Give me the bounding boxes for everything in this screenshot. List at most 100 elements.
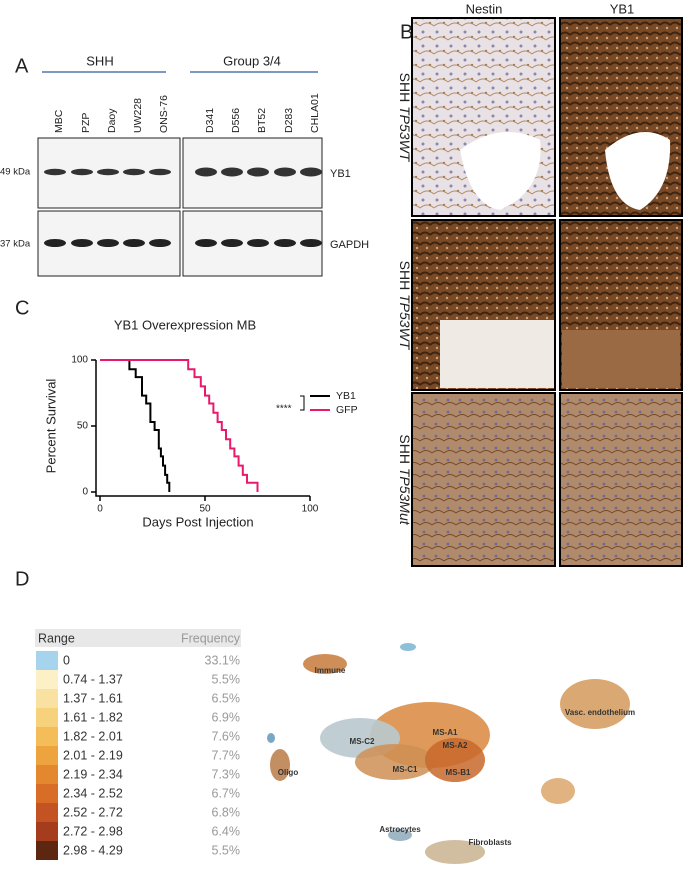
band	[274, 239, 296, 247]
y-axis-label: Percent Survival	[43, 379, 58, 474]
cluster-label: Immune	[315, 666, 346, 675]
lane-label: BT52	[256, 108, 268, 133]
legend-range: 0	[63, 653, 70, 667]
x-axis-label: Days Post Injection	[142, 514, 253, 529]
band	[123, 168, 145, 176]
legend-range: 0.74 - 1.37	[63, 672, 123, 686]
survival-curve	[100, 359, 259, 492]
ihc-image	[411, 392, 556, 567]
band	[195, 167, 217, 177]
significance: ****	[276, 404, 292, 415]
y-tick-label: 0	[82, 487, 88, 498]
panel-label: B	[400, 21, 413, 43]
legend-range: 2.34 - 2.52	[63, 786, 123, 800]
band	[247, 167, 269, 177]
tissue-void	[460, 132, 541, 210]
legend-frequency: 6.8%	[212, 805, 241, 819]
cluster-label: MS-A2	[443, 741, 468, 750]
row-label: SHH TP53WT	[397, 261, 413, 351]
umap	[267, 643, 630, 864]
row-prefix: SHH	[397, 261, 413, 291]
tissue-void	[440, 320, 554, 388]
legend-swatch	[36, 689, 58, 708]
legend-range: 2.19 - 2.34	[63, 767, 123, 781]
legend-header: Range	[38, 631, 75, 645]
legend-swatch	[36, 651, 58, 670]
cluster-label: MS-A1	[433, 728, 458, 737]
y-tick-label: 50	[77, 421, 89, 432]
band	[274, 167, 296, 177]
x-tick-label: 0	[97, 504, 103, 515]
band	[97, 168, 119, 176]
significance-bracket	[300, 395, 305, 411]
legend-label: YB1	[336, 390, 356, 402]
column-header: YB1	[610, 1, 635, 16]
panel-label: C	[15, 297, 29, 319]
legend-range: 2.01 - 2.19	[63, 748, 123, 762]
column-header: Nestin	[466, 1, 503, 16]
band	[300, 239, 322, 247]
band	[221, 239, 243, 247]
lane-label: MBC	[53, 109, 65, 133]
band	[71, 168, 93, 176]
legend-frequency: 6.7%	[212, 786, 241, 800]
legend-swatch	[36, 765, 58, 784]
band	[195, 239, 217, 247]
lane-label: ONS-76	[158, 95, 170, 133]
legend-swatch	[36, 784, 58, 803]
marker-label: 49 kDa	[0, 167, 31, 178]
chart-title: YB1 Overexpression MB	[114, 317, 256, 332]
legend-range: 2.72 - 2.98	[63, 824, 123, 838]
row-genotype: TP53WT	[397, 106, 413, 163]
lane-label: Daoy	[106, 108, 118, 133]
legend-swatch	[36, 841, 58, 860]
cluster-label: Fibroblasts	[468, 838, 512, 847]
tissue-void	[605, 132, 671, 210]
cluster-label: MS-B1	[446, 768, 471, 777]
legend-frequency: 33.1%	[205, 653, 240, 667]
legend-frequency: 7.6%	[212, 729, 241, 743]
legend-frequency: 6.5%	[212, 691, 241, 705]
row-label: SHH TP53Mut	[397, 434, 413, 525]
protein-label: YB1	[330, 168, 351, 180]
row-genotype: TP53Mut	[397, 468, 413, 526]
band	[149, 168, 171, 176]
row-prefix: SHH	[397, 434, 413, 464]
row-genotype: TP53WT	[397, 294, 413, 351]
band	[221, 167, 243, 177]
legend-swatch	[36, 803, 58, 822]
lane-label: UW228	[132, 98, 144, 133]
legend-frequency: 7.7%	[212, 748, 241, 762]
band	[247, 239, 269, 247]
legend-range: 2.52 - 2.72	[63, 805, 123, 819]
band	[44, 239, 66, 247]
x-tick-label: 100	[302, 504, 319, 515]
panel-label: D	[15, 568, 29, 590]
legend-swatch	[36, 822, 58, 841]
panel-label: A	[15, 55, 29, 77]
tissue-void	[562, 330, 680, 388]
ihc-image	[559, 392, 683, 567]
cluster-label: Vasc. endothelium	[565, 708, 635, 717]
legend-range: 1.82 - 2.01	[63, 729, 123, 743]
cluster-label: MS-C2	[350, 737, 375, 746]
band	[97, 239, 119, 247]
group-label: Group 3/4	[223, 53, 281, 68]
protein-label: GAPDH	[330, 239, 369, 251]
axes	[95, 360, 310, 497]
lane-label: PZP	[80, 113, 92, 133]
cluster-label: Astrocytes	[379, 825, 421, 834]
legend-header: Frequency	[181, 631, 241, 645]
marker-label: 37 kDa	[0, 239, 31, 250]
lane-label: D341	[204, 108, 216, 133]
cluster-label: Oligo	[278, 768, 299, 777]
legend-frequency: 5.5%	[212, 843, 241, 857]
band	[71, 239, 93, 247]
row-label: SHH TP53WT	[397, 73, 413, 163]
band	[149, 239, 171, 247]
lane-label: D556	[230, 108, 242, 133]
legend-label: GFP	[336, 404, 358, 416]
legend-swatch	[36, 746, 58, 765]
lane-label: D283	[283, 108, 295, 133]
